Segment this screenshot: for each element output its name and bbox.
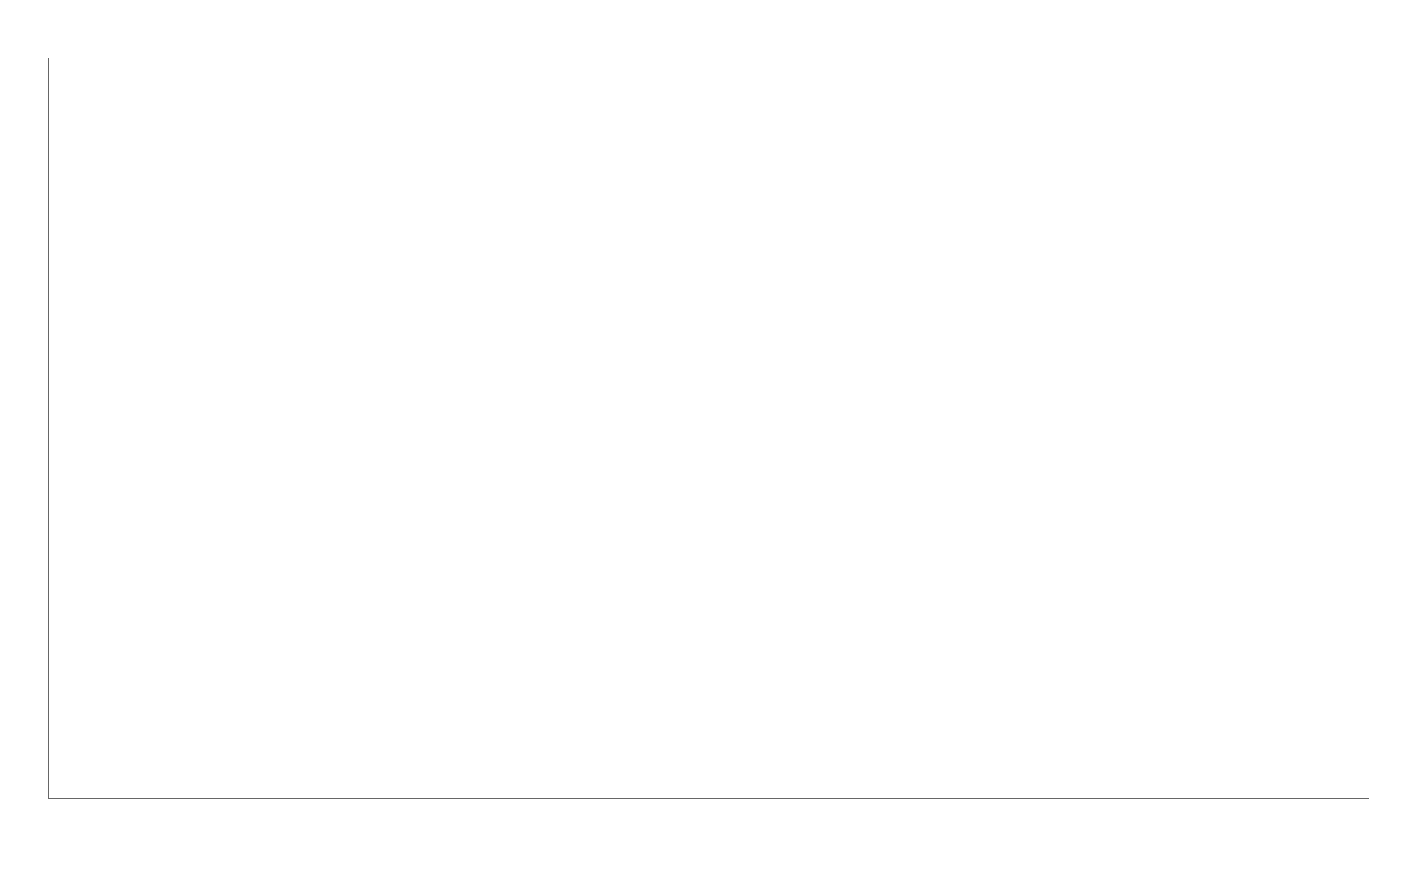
plot-area: [48, 58, 1369, 799]
